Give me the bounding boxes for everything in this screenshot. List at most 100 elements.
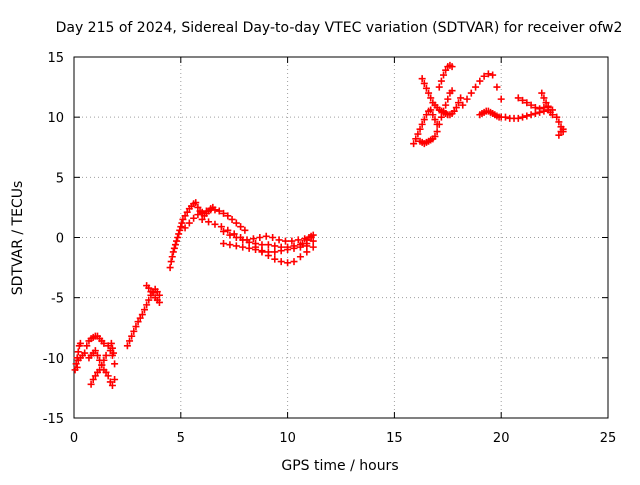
data-point [271,242,279,250]
data-point [480,72,488,80]
data-point [249,235,257,243]
data-point [467,89,475,97]
data-point [523,112,531,120]
data-point [303,242,311,250]
data-point [540,94,548,102]
data-point [111,375,119,383]
data-point [527,111,535,119]
data-point [309,237,317,245]
data-point [422,111,430,119]
data-point [220,209,228,217]
axis-ticks: 0 5 10 15 20 25 -15 -10 -5 0 5 10 15 [43,51,617,446]
data-point [299,240,307,248]
data-point [262,232,270,240]
data-point [237,223,245,231]
data-point [538,89,546,97]
data-point [217,223,225,231]
data-point [140,306,148,314]
y-axis-label: SDTVAR / TECUs [10,181,26,296]
data-point [252,243,260,251]
data-point [153,288,161,296]
data-point [501,113,509,121]
data-point [531,104,539,112]
data-point [284,259,292,267]
data-point [472,83,480,91]
data-point [440,71,448,79]
data-point [181,212,189,220]
data-point [420,79,428,87]
data-point [559,125,567,133]
data-point [555,131,563,139]
data-point [241,226,249,234]
data-point [230,230,238,238]
data-point [168,253,176,261]
data-point [269,234,277,241]
data-point [281,237,289,245]
data-point [194,203,202,211]
data-point [179,215,187,223]
data-point [76,339,84,347]
data-point [433,128,441,136]
y-tick-label: -10 [43,352,64,367]
data-point [106,378,114,386]
data-point [194,211,202,219]
data-series [71,61,567,390]
data-point [414,130,422,138]
data-point [536,105,544,113]
data-point [288,237,296,245]
x-tick-label: 15 [386,431,403,446]
data-point [215,207,223,215]
data-point [519,113,527,121]
data-point [256,234,264,241]
data-point [463,95,471,103]
data-point [177,223,185,231]
data-point [277,258,285,266]
data-point [553,113,561,121]
data-point [514,94,522,102]
data-point [239,243,247,251]
data-point [149,289,157,297]
data-point [83,342,91,350]
data-point [422,84,430,92]
data-point [143,301,151,309]
data-point [448,87,456,95]
data-point [166,264,174,272]
data-point [425,89,433,97]
x-tick-label: 5 [177,431,185,446]
chart-title: Day 215 of 2024, Sidereal Day-to-day VTE… [56,20,623,36]
data-point [514,114,522,122]
data-point [174,234,182,241]
data-point [457,94,465,102]
data-point [303,248,311,256]
data-point [155,291,163,299]
y-tick-label: 0 [56,232,64,247]
x-axis-label: GPS time / hours [281,458,398,474]
y-tick-label: -15 [43,412,64,427]
data-point [442,66,450,74]
data-point [138,311,146,319]
data-point [111,360,119,368]
data-point [181,224,189,232]
data-point [275,236,283,244]
data-point [192,199,200,207]
data-point [418,120,426,128]
data-point [454,99,462,107]
data-point [264,252,272,260]
data-point [176,226,184,234]
data-point [444,95,452,103]
data-point [74,348,82,356]
data-point [175,230,183,238]
data-point [185,219,193,227]
data-point [416,125,424,133]
data-point [145,296,153,304]
data-point [435,83,443,91]
x-tick-label: 20 [493,431,510,446]
data-point [171,241,179,249]
data-point [226,241,234,249]
data-point [245,244,253,252]
data-point [167,258,175,266]
data-point [296,253,304,261]
data-point [89,375,97,383]
data-point [173,237,181,245]
y-tick-label: -5 [51,292,64,307]
